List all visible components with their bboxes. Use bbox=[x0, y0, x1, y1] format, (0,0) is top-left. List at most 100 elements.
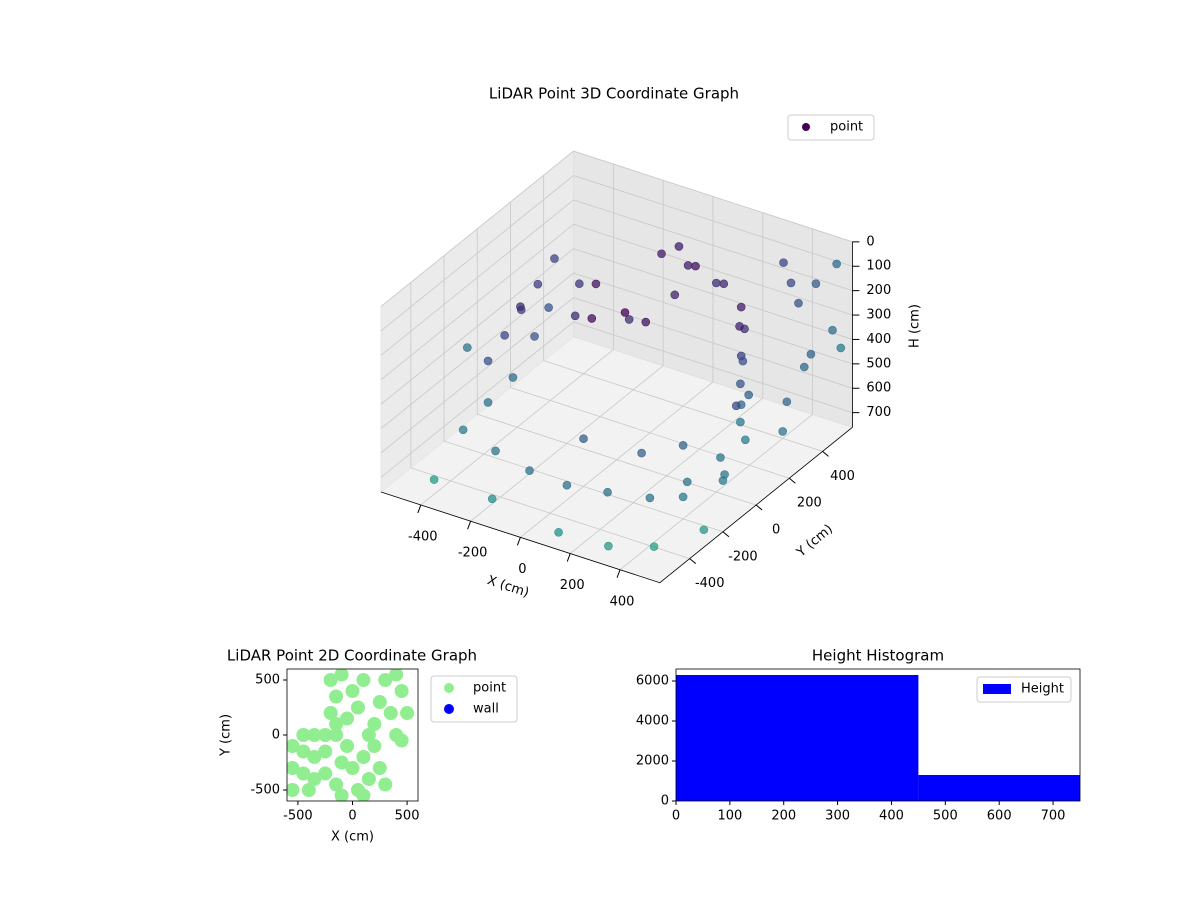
y-tick bbox=[755, 504, 763, 511]
point bbox=[340, 711, 355, 726]
grid-line bbox=[573, 272, 853, 365]
point bbox=[345, 684, 360, 698]
grid-line bbox=[573, 297, 853, 389]
point bbox=[718, 476, 728, 485]
z-tick-label: 300 bbox=[866, 308, 891, 323]
point bbox=[736, 379, 745, 389]
z-tick-label: 700 bbox=[866, 405, 891, 420]
y-tick-label: 500 bbox=[255, 673, 280, 688]
grid-line bbox=[380, 175, 574, 332]
point bbox=[367, 739, 382, 753]
point bbox=[378, 777, 393, 792]
point bbox=[367, 717, 382, 731]
grid-line bbox=[380, 224, 574, 381]
x-tick bbox=[417, 504, 422, 514]
x-tick-label: 0 bbox=[672, 809, 680, 824]
point bbox=[731, 401, 741, 411]
x-tick-label: 500 bbox=[395, 809, 420, 824]
point bbox=[323, 706, 338, 720]
point bbox=[329, 689, 344, 704]
point bbox=[620, 308, 630, 317]
grid-line bbox=[573, 150, 853, 243]
y-tick bbox=[822, 451, 829, 457]
y-tick bbox=[722, 531, 730, 538]
bar bbox=[918, 775, 1080, 801]
point bbox=[516, 302, 525, 311]
point bbox=[361, 772, 376, 786]
y-tick bbox=[689, 558, 697, 564]
point bbox=[719, 279, 729, 289]
x-tick-label: 500 bbox=[933, 809, 958, 824]
point bbox=[329, 777, 344, 792]
y-tick-label: -400 bbox=[695, 576, 725, 591]
plot-3d: -400-2000200400-400-20002004000100200300… bbox=[379, 85, 923, 609]
z-tick-label: 0 bbox=[866, 234, 874, 249]
x-tick-label: -400 bbox=[408, 529, 438, 544]
points bbox=[287, 669, 415, 801]
chart-title: Height Histogram bbox=[812, 647, 944, 665]
grid-line bbox=[573, 321, 853, 414]
point bbox=[329, 717, 344, 731]
grid-line bbox=[380, 199, 574, 356]
legend-marker bbox=[444, 683, 454, 693]
point bbox=[350, 700, 365, 715]
grid-line bbox=[380, 248, 574, 405]
point bbox=[394, 733, 409, 748]
z-tick-label: 200 bbox=[866, 283, 891, 298]
point bbox=[334, 669, 349, 682]
point bbox=[657, 249, 666, 259]
point bbox=[828, 325, 837, 335]
point bbox=[716, 453, 725, 462]
grid-line bbox=[477, 413, 757, 506]
point bbox=[508, 373, 518, 382]
point bbox=[570, 311, 580, 321]
grid-line bbox=[380, 150, 574, 307]
point bbox=[487, 494, 497, 504]
y-tick-label: -500 bbox=[250, 783, 280, 798]
point bbox=[483, 398, 493, 407]
legend-label: point bbox=[473, 681, 506, 696]
y-tick-label: 4000 bbox=[636, 714, 669, 729]
point bbox=[329, 728, 344, 742]
legend-box bbox=[976, 676, 1072, 703]
y-tick-label: 400 bbox=[830, 469, 855, 484]
x-tick-label: 300 bbox=[825, 809, 850, 824]
legend-label: point bbox=[830, 120, 863, 135]
legend-marker bbox=[802, 123, 810, 131]
x-tick-label: 0 bbox=[518, 562, 526, 577]
grid-line bbox=[380, 321, 574, 478]
z-tick-label: 400 bbox=[866, 332, 891, 347]
y-tick-label: 2000 bbox=[636, 754, 669, 769]
axis-lines bbox=[380, 426, 853, 584]
point bbox=[575, 279, 584, 289]
point bbox=[562, 480, 572, 490]
point bbox=[736, 417, 745, 427]
point bbox=[778, 427, 788, 436]
point bbox=[340, 739, 355, 753]
x-tick-label: 200 bbox=[560, 578, 585, 593]
legend-box bbox=[787, 114, 875, 141]
grid-line bbox=[573, 199, 853, 292]
point bbox=[525, 466, 534, 475]
bar bbox=[676, 675, 919, 801]
plot-histogram: 0 100 200 300 400 500 600 700 0 2000 4000 6000 Heigh… bbox=[636, 647, 1081, 824]
point bbox=[458, 425, 468, 435]
x-tick bbox=[616, 569, 621, 578]
point bbox=[307, 750, 322, 764]
z-axis-label: H (cm) bbox=[908, 304, 923, 348]
y-tick-label: 0 bbox=[772, 523, 780, 538]
z-tick-label: 600 bbox=[866, 381, 891, 396]
point bbox=[296, 728, 311, 742]
y-axis-label: Y (cm) bbox=[219, 714, 234, 757]
point bbox=[550, 254, 559, 263]
grid-line bbox=[443, 440, 724, 533]
point bbox=[836, 343, 846, 353]
plot-2d: -500 0 500 -500 0 500 X (cm) Y (cm) LiDAR Point … bbox=[219, 647, 518, 845]
point bbox=[394, 684, 409, 698]
legend-marker bbox=[444, 704, 454, 714]
point bbox=[683, 261, 693, 270]
point bbox=[287, 783, 300, 797]
legend-label: Height bbox=[1021, 682, 1064, 697]
point bbox=[318, 744, 333, 759]
point bbox=[383, 706, 398, 720]
